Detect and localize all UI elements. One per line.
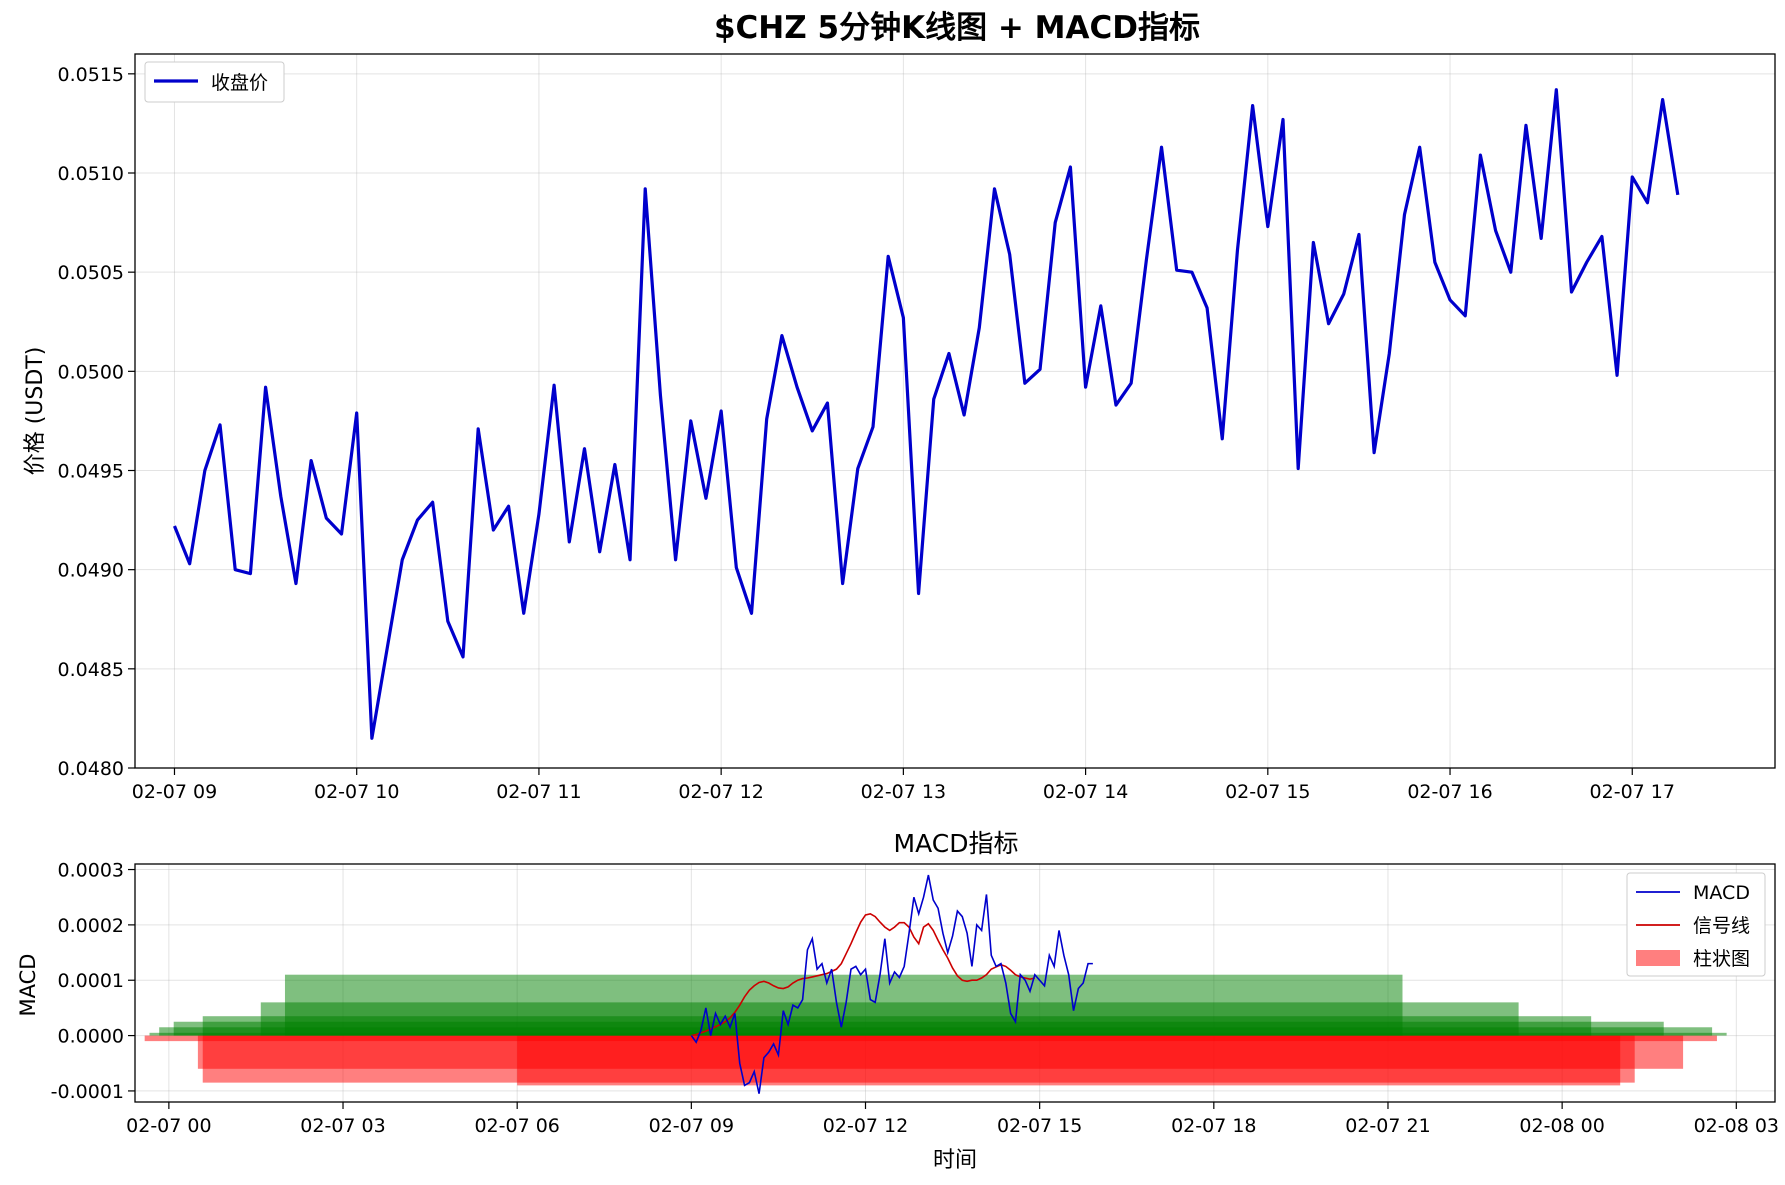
macd-legend-label-macd: MACD [1693, 882, 1750, 904]
x-tick-label: 02-07 10 [314, 781, 399, 803]
macd-legend-label-histogram: 柱状图 [1693, 948, 1750, 970]
macd-y-axis-label: MACD [16, 954, 40, 1017]
macd-legend-label-signal: 信号线 [1693, 915, 1750, 937]
y-tick-label: 0.0001 [58, 970, 124, 992]
x-tick-label: 02-07 12 [678, 781, 763, 803]
price-plot-area [135, 54, 1775, 768]
close-price-line [172, 88, 1680, 740]
y-tick-label: 0.0505 [58, 262, 124, 284]
macd-plot-frame [134, 863, 1776, 1103]
x-tick-label: 02-07 09 [132, 781, 217, 803]
signal-line [691, 912, 1035, 1037]
price-legend-box [144, 61, 285, 103]
macd-panel-title: MACD指标 [894, 829, 1019, 858]
macd-x-ticks: 02-07 00 02-07 03 02-07 06 02-07 09 02-07 12… [126, 1102, 1779, 1137]
y-tick-label: 0.0495 [58, 461, 124, 483]
x-tick-label: 02-07 12 [823, 1115, 908, 1137]
y-tick-label: 0.0500 [58, 361, 124, 383]
x-tick-label: 02-07 09 [649, 1115, 734, 1137]
macd-legend: MACD 信号线 柱状图 [1626, 872, 1766, 977]
macd-histogram [144, 974, 1727, 1086]
y-tick-label: 0.0480 [58, 758, 124, 780]
price-y-axis-label: 价格 (USDT) [23, 347, 48, 476]
y-tick-label: 0.0515 [58, 64, 124, 86]
x-tick-label: 02-07 03 [300, 1115, 385, 1137]
x-tick-label: 02-07 11 [496, 781, 581, 803]
x-tick-label: 02-07 14 [1043, 781, 1128, 803]
price-panel: 02-07 09 02-07 10 02-07 11 02-07 12 02-07 13… [23, 53, 1776, 803]
histogram-bar-positive [284, 974, 1403, 1036]
x-tick-label: 02-08 03 [1694, 1115, 1779, 1137]
macd-line [690, 874, 1093, 1094]
x-tick-label: 02-07 18 [1171, 1115, 1256, 1137]
price-plot-frame [134, 53, 1776, 769]
histogram-bar-negative [517, 1035, 1621, 1086]
x-tick-label: 02-08 00 [1519, 1115, 1604, 1137]
price-legend: 收盘价 [144, 61, 285, 103]
y-tick-label: 0.0003 [58, 860, 124, 882]
y-tick-label: -0.0001 [51, 1081, 124, 1103]
x-tick-label: 02-07 06 [474, 1115, 559, 1137]
y-tick-label: 0.0002 [58, 915, 124, 937]
x-tick-label: 02-07 21 [1345, 1115, 1430, 1137]
y-tick-label: 0.0490 [58, 560, 124, 582]
macd-x-axis-label: 时间 [933, 1148, 977, 1173]
macd-legend-swatch-histogram [1636, 950, 1680, 966]
macd-y-ticks: -0.0001 0.0000 0.0001 0.0002 0.0003 [51, 860, 135, 1103]
x-tick-label: 02-07 16 [1407, 781, 1492, 803]
x-tick-label: 02-07 17 [1590, 781, 1675, 803]
price-x-ticks: 02-07 09 02-07 10 02-07 11 02-07 12 02-07 13… [132, 768, 1675, 803]
y-tick-label: 0.0510 [58, 163, 124, 185]
x-tick-label: 02-07 00 [126, 1115, 211, 1137]
price-y-ticks: 0.0480 0.0485 0.0490 0.0495 0.0500 0.0505 0.05… [58, 64, 135, 780]
price-legend-label: 收盘价 [211, 72, 268, 94]
y-tick-label: 0.0000 [58, 1026, 124, 1048]
x-tick-label: 02-07 15 [997, 1115, 1082, 1137]
macd-panel: MACD指标 02-07 00 02-07 03 02-07 06 02-07 09 0… [16, 829, 1779, 1173]
figure-title: $CHZ 5分钟K线图 + MACD指标 [714, 10, 1200, 46]
x-tick-label: 02-07 15 [1225, 781, 1310, 803]
y-tick-label: 0.0485 [58, 659, 124, 681]
x-tick-label: 02-07 13 [861, 781, 946, 803]
